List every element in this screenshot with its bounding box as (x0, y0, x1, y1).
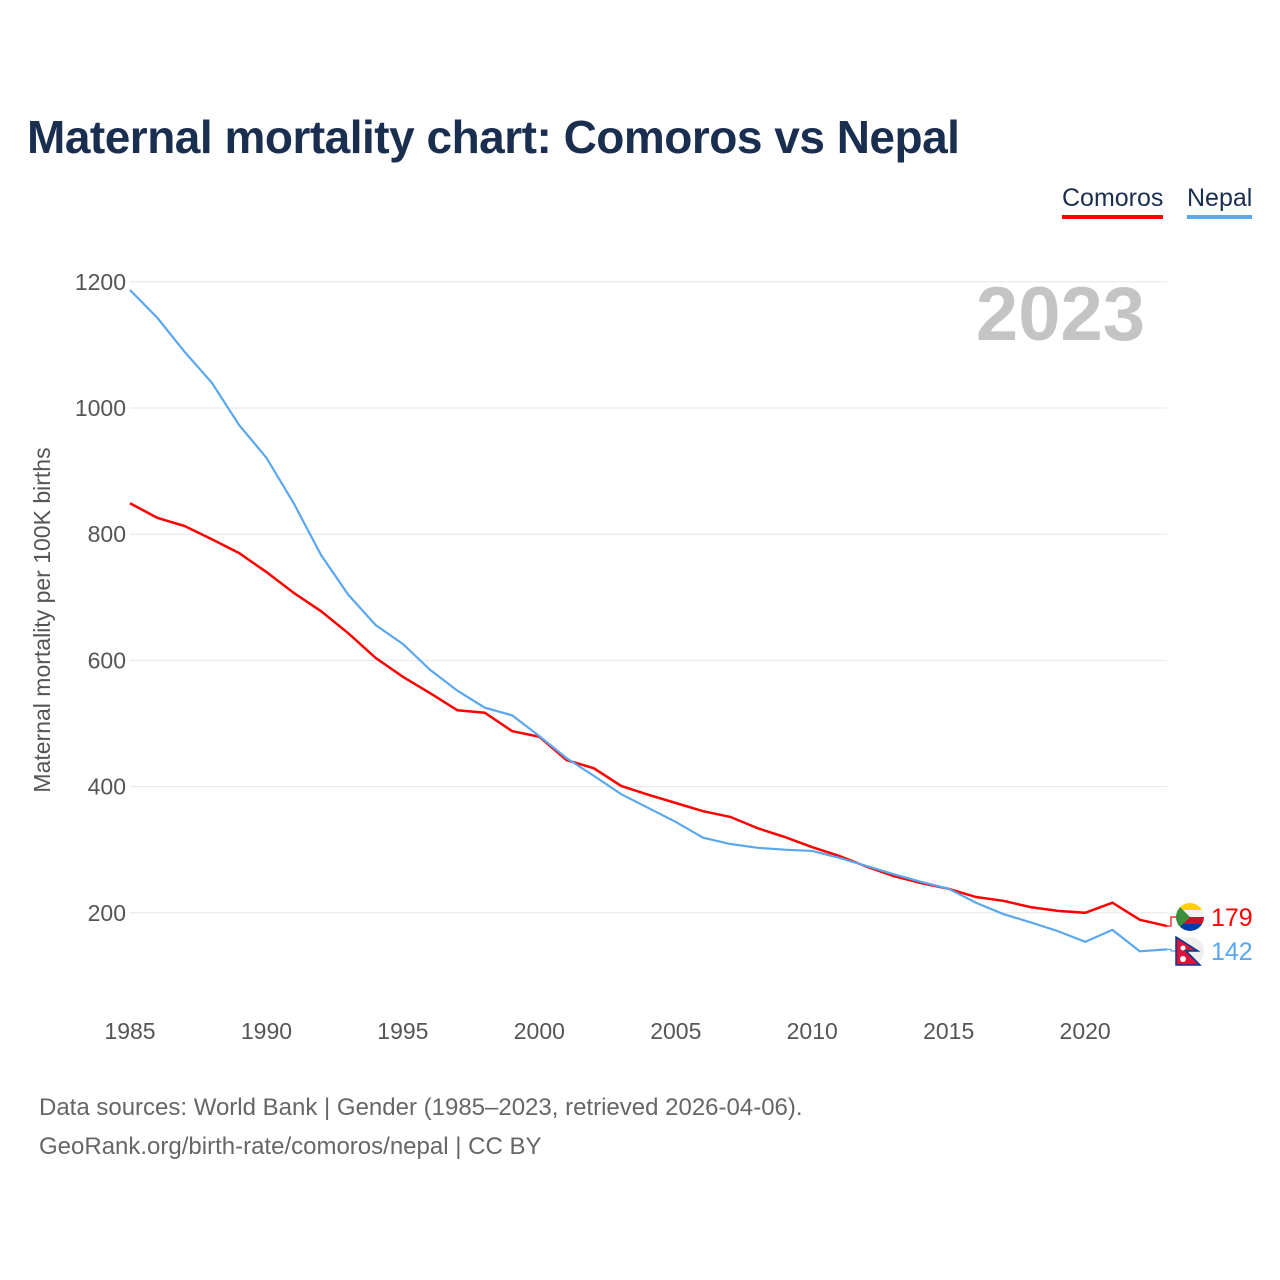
footer: Data sources: World Bank | Gender (1985–… (39, 1088, 803, 1166)
end-value-label: 142 (1211, 938, 1253, 966)
series-line-nepal (129, 289, 1168, 953)
flag-triangle (1176, 903, 1190, 931)
end-connector (1167, 916, 1177, 927)
y-tick-label: 600 (88, 647, 126, 673)
source-link[interactable]: GeoRank.org/birth-rate/comoros/nepal | C… (39, 1133, 542, 1160)
chart-title: Maternal mortality chart: Comoros vs Nep… (27, 111, 960, 163)
legend-comoros[interactable]: Comoros (1062, 184, 1164, 219)
end-value-label: 179 (1211, 904, 1253, 932)
x-tick-label: 2005 (650, 1018, 701, 1044)
x-tick-label: 2015 (923, 1018, 974, 1044)
x-tick-label: 1990 (241, 1018, 292, 1044)
x-tick-label: 2000 (514, 1018, 565, 1044)
flag-stripe (1176, 910, 1204, 917)
source-note: Data sources: World Bank | Gender (1985–… (39, 1094, 803, 1121)
x-tick-label: 2010 (787, 1018, 838, 1044)
nepal-flag-icon (1175, 935, 1204, 966)
end-connector (1167, 948, 1177, 952)
x-tick-label: 1995 (377, 1018, 428, 1044)
y-tick-label: 1200 (75, 269, 126, 295)
y-tick-label: 1000 (75, 395, 126, 421)
y-tick-label: 400 (88, 774, 126, 800)
flag-body (1176, 903, 1204, 931)
flag-stripe (1176, 924, 1204, 931)
year-watermark: 2023 (976, 272, 1145, 357)
y-tick-label: 800 (88, 521, 126, 547)
series-line-comoros (129, 502, 1168, 928)
y-tick-label: 200 (88, 900, 126, 926)
flag-stripe (1176, 917, 1204, 924)
comoros-flag-icon (1176, 903, 1204, 931)
flag-moon (1180, 945, 1186, 951)
y-axis-label: Maternal mortality per 100K births (29, 447, 55, 792)
legend-nepal[interactable]: Nepal (1187, 184, 1253, 219)
flag-stripe (1176, 903, 1204, 910)
x-tick-label: 2020 (1060, 1018, 1111, 1044)
flag-sun (1180, 956, 1186, 962)
x-tick-label: 1985 (104, 1018, 155, 1044)
